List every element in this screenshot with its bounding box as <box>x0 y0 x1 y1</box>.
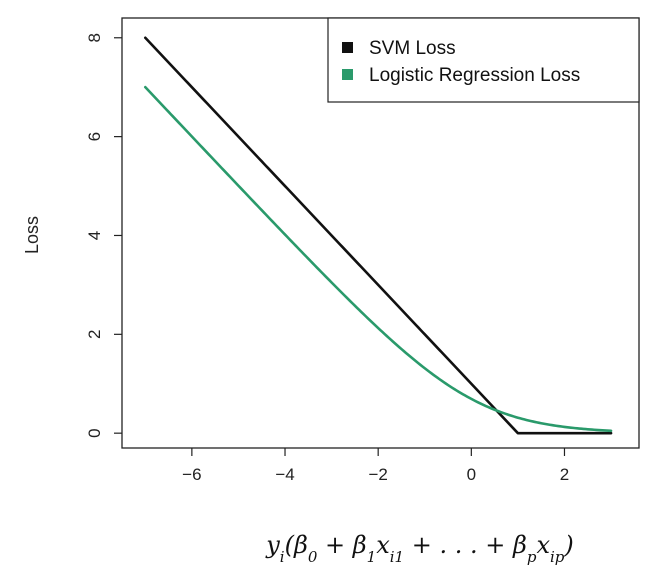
legend-swatch <box>342 69 353 80</box>
legend-label: Logistic Regression Loss <box>369 65 580 86</box>
y-axis-label: Loss <box>22 216 42 254</box>
x-tick-label: −4 <box>275 465 294 484</box>
legend-swatch <box>342 42 353 53</box>
y-tick-label: 4 <box>85 231 104 240</box>
x-tick-label: −2 <box>368 465 387 484</box>
series-layer <box>143 36 613 435</box>
series-line <box>143 36 613 435</box>
legend-label: SVM Loss <box>369 38 456 59</box>
x-tick-label: 0 <box>467 465 476 484</box>
x-axis: −6 −4 −2 0 2 <box>182 448 569 484</box>
series-line <box>143 85 613 433</box>
legend: SVM Loss Logistic Regression Loss <box>327 17 640 103</box>
x-tick-label: 2 <box>560 465 569 484</box>
y-axis: 0 2 4 6 8 <box>85 33 122 438</box>
x-axis-label: yi(β0 + β1xi1 + . . . + βpxip) <box>265 531 574 566</box>
y-tick-label: 0 <box>85 428 104 437</box>
y-tick-label: 8 <box>85 33 104 42</box>
legend-box <box>327 17 640 103</box>
y-tick-label: 2 <box>85 330 104 339</box>
x-tick-label: −6 <box>182 465 201 484</box>
y-tick-label: 6 <box>85 132 104 141</box>
